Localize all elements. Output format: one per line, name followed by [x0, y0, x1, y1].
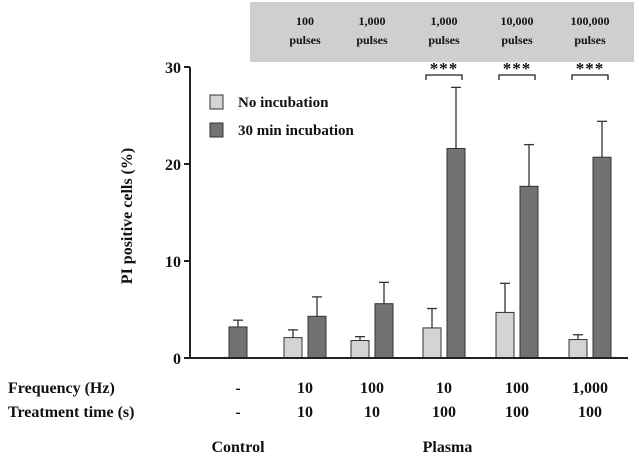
group-labels: Control Plasma	[211, 439, 472, 456]
group-label-plasma: Plasma	[423, 439, 473, 456]
bar-no-incubation-5	[568, 339, 588, 359]
y-axis-label: PI positive cells (%)	[119, 148, 136, 284]
pulse-unit: pulses	[289, 33, 321, 47]
bar-30min-incubation-3	[446, 147, 466, 359]
pulse-header-band	[250, 2, 634, 62]
y-tick-label: 0	[173, 351, 181, 368]
bar-30min-incubation-5	[592, 156, 612, 359]
significance-label: ***	[576, 59, 605, 78]
time-value: 100	[578, 404, 602, 421]
frequency-value: 1,000	[572, 380, 608, 397]
time-value: 100	[505, 404, 529, 421]
bar-no-incubation-1	[283, 337, 303, 359]
frequency-value: 100	[505, 380, 529, 397]
pulse-unit: pulses	[356, 33, 388, 47]
frequency-row-label: Frequency (Hz)	[8, 380, 115, 397]
y-axis: 0 10 20 30	[165, 60, 191, 368]
legend: No incubation 30 min incubation	[209, 94, 355, 139]
frequency-value: 100	[360, 380, 384, 397]
significance-label: ***	[430, 59, 459, 78]
bar-30min-incubation-4	[519, 185, 539, 359]
y-tick-label: 20	[165, 157, 181, 174]
pulse-count: 100	[296, 14, 314, 28]
significance-bracket	[425, 74, 463, 80]
category-rows: Frequency (Hz) Treatment time (s) - - 10 10 10…	[8, 380, 608, 421]
pulse-count: 100,000	[571, 14, 610, 28]
bars	[190, 86, 628, 359]
pulse-unit: pulses	[428, 33, 460, 47]
legend-swatch-30min-incubation	[209, 122, 224, 138]
time-row-label: Treatment time (s)	[8, 404, 134, 421]
bar-no-incubation-4	[495, 311, 515, 359]
bar-no-incubation-2	[350, 340, 370, 359]
frequency-value: 10	[436, 380, 452, 397]
y-tick-label: 30	[165, 60, 181, 77]
time-value: 10	[297, 404, 313, 421]
pulse-unit: pulses	[501, 33, 533, 47]
bar-30min-incubation-1	[307, 315, 327, 359]
legend-label: No incubation	[238, 95, 329, 111]
time-value: -	[235, 404, 240, 421]
time-value: 10	[364, 404, 380, 421]
pulse-unit: pulses	[574, 33, 606, 47]
frequency-value: -	[235, 380, 240, 397]
group-label-control: Control	[211, 439, 265, 456]
bar-30min-incubation-0	[228, 326, 248, 359]
bar-no-incubation-3	[422, 327, 442, 359]
legend-label: 30 min incubation	[238, 123, 355, 139]
significance-bracket	[498, 74, 536, 80]
significance-bracket	[571, 74, 609, 80]
frequency-value: 10	[297, 380, 313, 397]
pulse-count: 10,000	[501, 14, 534, 28]
bar-30min-incubation-2	[374, 303, 394, 359]
legend-swatch-no-incubation	[209, 94, 224, 110]
pulse-headers: 100 pulses 1,000 pulses 1,000 pulses 10,000 pul…	[289, 14, 609, 47]
significance-label: ***	[503, 59, 532, 78]
pulse-count: 1,000	[359, 14, 386, 28]
time-value: 100	[432, 404, 456, 421]
significance-markers: *** *** ***	[425, 59, 609, 80]
y-tick-label: 10	[165, 254, 181, 271]
pulse-count: 1,000	[431, 14, 458, 28]
